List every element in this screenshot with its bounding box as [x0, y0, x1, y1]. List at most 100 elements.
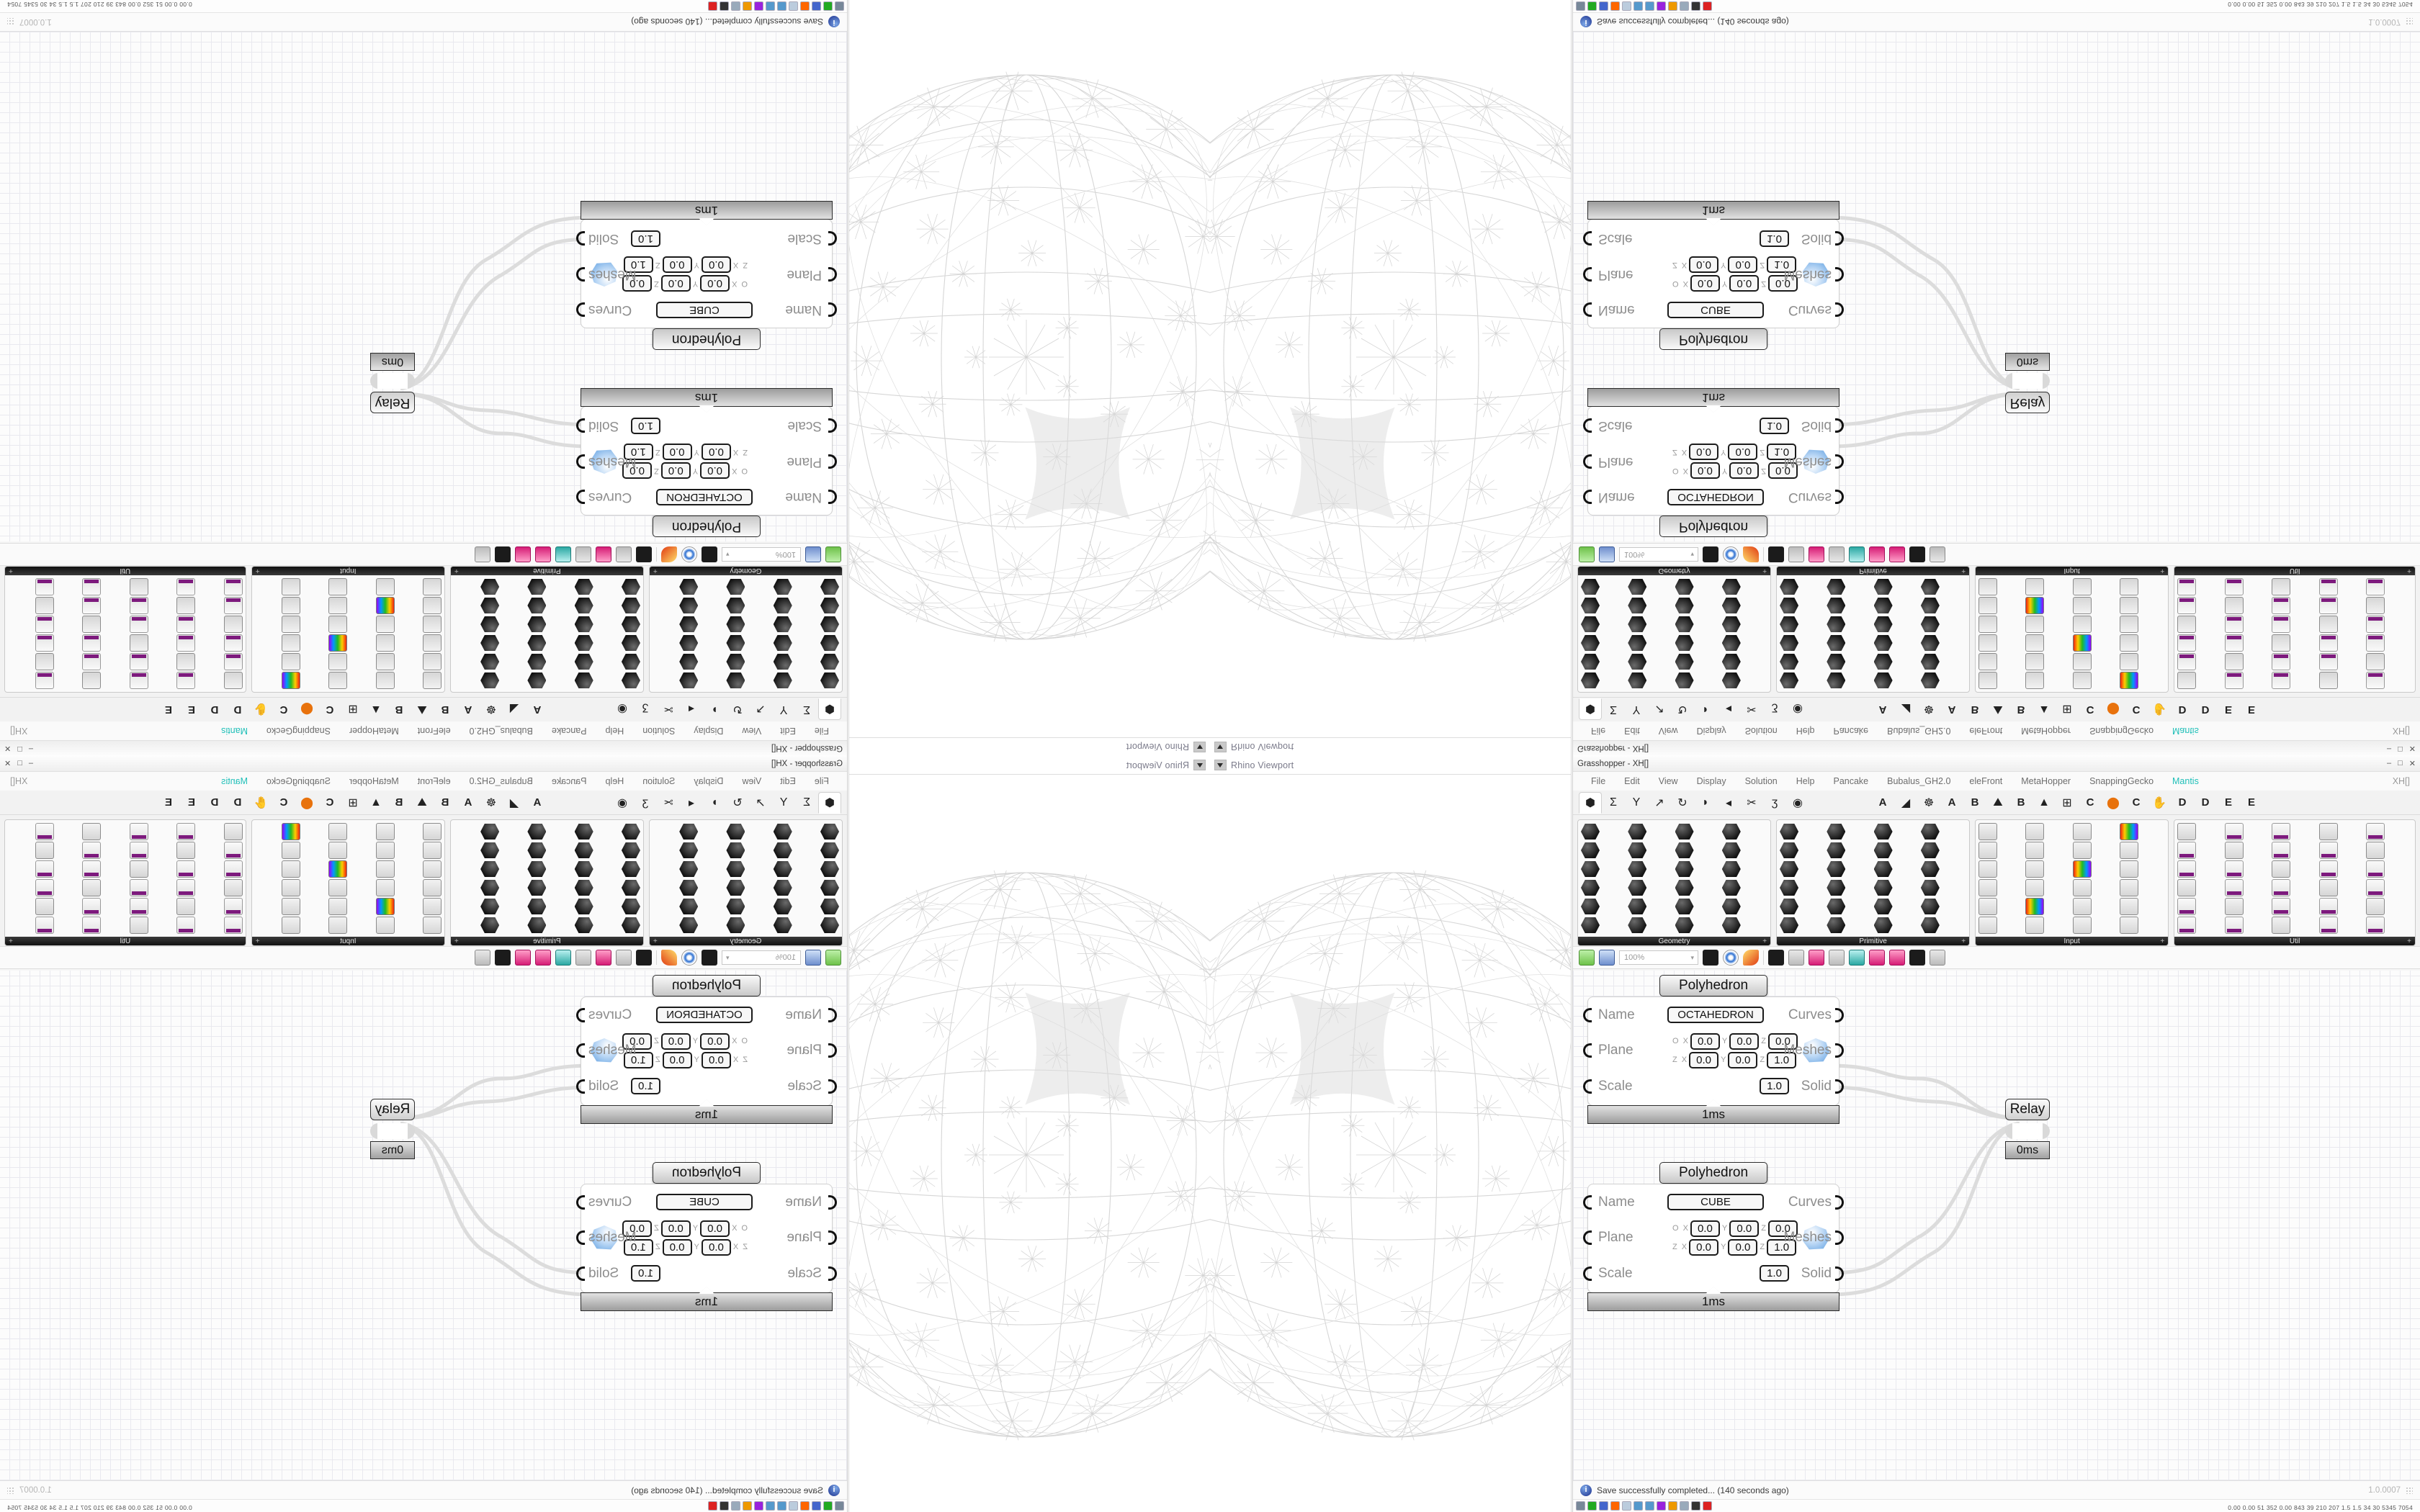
palette-component-icon[interactable] [176, 860, 196, 878]
preview-eye-icon[interactable] [681, 950, 697, 966]
tab-plugin-cloud[interactable]: ☸ [485, 796, 497, 809]
palette-component-icon[interactable] [527, 597, 546, 614]
tab-plugin-cloud[interactable]: ☸ [1923, 796, 1935, 809]
component-cluster-octahedron[interactable]: Polyhedron Name OCTAHEDRON Curves Plane O X 0.0… [1583, 975, 1844, 1124]
menu-item-metahopper[interactable]: MetaHopper [349, 776, 399, 786]
palette-component-icon[interactable] [1921, 597, 1940, 614]
component-body[interactable]: Name CUBE Curves Plane O X 0.0 Y 0.0 Z 0.0 Z X 0.0 Y 0.… [1583, 219, 1844, 328]
palette-component-icon[interactable] [1628, 842, 1647, 859]
input-port-plane[interactable] [828, 454, 837, 469]
input-port-plane[interactable] [828, 1230, 837, 1245]
palette-component-icon[interactable] [375, 879, 395, 896]
output-port-meshes[interactable] [1835, 454, 1844, 469]
gh-canvas[interactable]: Polyhedron Name OCTAHEDRON Curves Plane O X 0.0… [0, 971, 847, 1480]
palette-component-icon[interactable] [1978, 898, 1998, 915]
palette-component-icon[interactable] [1921, 653, 1940, 670]
palette-component-icon[interactable] [2177, 917, 2197, 934]
palette-expand-icon[interactable]: + [1961, 567, 1966, 575]
menu-item-snappinggecko[interactable]: SnappingGecko [2089, 776, 2154, 786]
tab-plugin-c2[interactable]: C [279, 703, 288, 716]
origin-x-field[interactable]: 0.0 [1690, 462, 1720, 480]
palette-component-icon[interactable] [422, 860, 442, 878]
zaxis-z-field[interactable]: 1.0 [1767, 1238, 1797, 1256]
origin-y-field[interactable]: 0.0 [1729, 1220, 1760, 1237]
palette-group-geometry[interactable]: Geometry + [648, 566, 843, 693]
palette-component-icon[interactable] [2072, 597, 2092, 614]
tab-maths[interactable]: Σ [803, 796, 810, 809]
palette-component-icon[interactable] [575, 634, 593, 652]
document-icon[interactable] [575, 546, 591, 562]
palette-component-icon[interactable] [328, 823, 348, 840]
origin-x-field[interactable]: 0.0 [1690, 275, 1720, 292]
tab-sets[interactable]: Υ [779, 703, 788, 716]
palette-expand-icon[interactable]: + [2407, 567, 2412, 575]
palette-component-icon[interactable] [35, 597, 54, 614]
palette-component-icon[interactable] [820, 842, 839, 859]
palette-component-icon[interactable] [1675, 616, 1694, 633]
tab-plugin-shield[interactable]: ▲ [2038, 796, 2050, 809]
component-body[interactable]: Name OCTAHEDRON Curves Plane O X 0.0 Y 0.0 Z 0.0 Z X… [576, 406, 837, 516]
minimize-icon[interactable]: – [2387, 759, 2392, 768]
output-port-curves[interactable] [576, 302, 585, 318]
palette-expand-icon[interactable]: + [2160, 937, 2165, 945]
plane-fields[interactable]: O X 0.0 Y 0.0 Z 0.0 Z X 0.0 Y 0.0 Z 1.0 [622, 1032, 750, 1068]
tab-maths[interactable]: Σ [1610, 796, 1617, 809]
palette-component-icon[interactable] [2119, 653, 2138, 670]
tab-plugin-leaf[interactable]: ◢ [1901, 796, 1911, 809]
scissors-icon[interactable] [495, 950, 511, 966]
palette-component-icon[interactable] [2272, 634, 2291, 652]
tab-plugin-hand[interactable]: ✋ [2152, 796, 2166, 809]
plane-zaxis-row[interactable]: Z X 0.0 Y 0.0 Z 1.0 [622, 444, 750, 461]
input-port-scale[interactable] [828, 1266, 837, 1281]
calc-icon[interactable] [1622, 1, 1631, 11]
profiler-icon[interactable] [636, 546, 652, 562]
tab-plugin-mtn[interactable]: ⛰ [417, 796, 427, 809]
zaxis-z-field[interactable]: 1.0 [1767, 1051, 1797, 1068]
tab-plugin-b2[interactable]: B [395, 796, 403, 809]
palette-component-icon[interactable] [575, 860, 593, 878]
input-port-plane[interactable] [1583, 454, 1592, 469]
palette-component-icon[interactable] [2177, 672, 2197, 689]
palette-component-icon[interactable] [679, 597, 698, 614]
palette-icon-grid[interactable] [2174, 575, 2415, 692]
tab-display[interactable]: ◉ [617, 703, 627, 716]
tab-plugin-b2[interactable]: B [395, 703, 403, 716]
tab-display[interactable]: ◉ [1793, 796, 1803, 809]
zaxis-y-field[interactable]: 0.0 [1728, 256, 1758, 274]
palette-component-icon[interactable] [129, 898, 148, 915]
palette-component-icon[interactable] [1780, 898, 1799, 915]
menu-item-file[interactable]: File [814, 726, 829, 736]
component-ribbon[interactable]: Geometry + Primitive + Input + Util + [1573, 566, 2420, 697]
palette-component-icon[interactable] [2072, 653, 2092, 670]
palette-group-label[interactable]: Primitive + [450, 937, 643, 945]
palette-icon-grid[interactable] [451, 575, 643, 692]
new-file-icon[interactable] [1579, 950, 1595, 966]
palette-component-icon[interactable] [726, 616, 745, 633]
secondary-toolbar[interactable]: 100% [1573, 543, 2420, 566]
output-port-curves[interactable] [576, 490, 585, 505]
taskbar[interactable]: 0.00 0.00 51 352 0.00 843 39 210 207 1.5… [1573, 1499, 2420, 1512]
palette-component-icon[interactable] [2025, 616, 2045, 633]
sphere-icon[interactable] [1849, 546, 1865, 562]
palette-component-icon[interactable] [527, 578, 546, 595]
book-icon[interactable] [1680, 1, 1689, 11]
palette-component-icon[interactable] [774, 879, 792, 896]
menu-bar[interactable]: File Edit View Display Solution Help Pancake Bu… [1573, 772, 2420, 791]
palette-component-icon[interactable] [1827, 823, 1846, 840]
viewport-title-bar[interactable]: Rhino Viewport [849, 756, 1210, 775]
palette-component-icon[interactable] [774, 823, 792, 840]
tab-vector[interactable]: ↗ [1654, 703, 1664, 716]
palette-component-icon[interactable] [2072, 634, 2092, 652]
resize-grip[interactable] [2406, 18, 2413, 26]
palette-component-icon[interactable] [375, 634, 395, 652]
palette-component-icon[interactable] [622, 823, 640, 840]
palette-component-icon[interactable] [282, 842, 301, 859]
component-caption[interactable]: Polyhedron [653, 516, 761, 537]
tab-surface[interactable]: ◗ [1702, 796, 1709, 809]
component-ribbon[interactable]: Geometry + Primitive + Input + Util + [0, 815, 847, 946]
palette-component-icon[interactable] [375, 860, 395, 878]
plane-fields[interactable]: O X 0.0 Y 0.0 Z 0.0 Z X 0.0 Y 0.0 Z 1.0 [622, 1220, 750, 1256]
palette-component-icon[interactable] [2366, 842, 2385, 859]
palette-component-icon[interactable] [1628, 823, 1647, 840]
palette-component-icon[interactable] [35, 672, 54, 689]
